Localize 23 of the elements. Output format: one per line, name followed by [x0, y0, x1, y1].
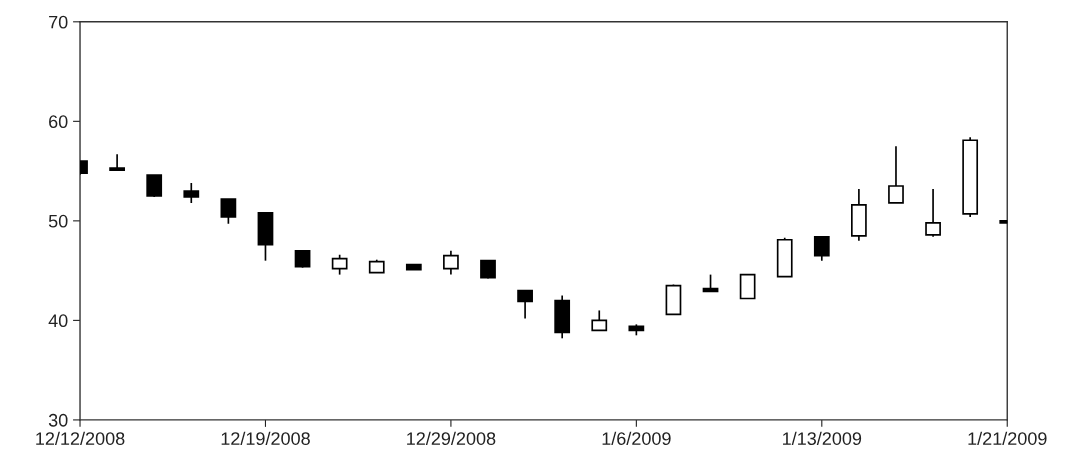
x-tick-label: 12/12/2008 [36, 431, 125, 445]
candlestick [146, 174, 163, 198]
x-tick-label: 1/21/2009 [968, 431, 1047, 445]
y-tick-label: 50 [48, 214, 68, 228]
x-tick-label: 12/29/2008 [407, 431, 496, 445]
candlestick [331, 253, 348, 276]
x-tick-label: 12/19/2008 [221, 431, 310, 445]
candlestick [517, 289, 533, 320]
y-tick-label: 70 [49, 15, 68, 29]
y-tick-label: 60 [49, 115, 68, 129]
x-tick-label: 1/6/2009 [602, 431, 671, 445]
y-tick-label: 30 [48, 413, 68, 427]
candlestick [109, 153, 125, 171]
candlestick [220, 198, 237, 225]
candlestick [925, 188, 941, 238]
candlestick [443, 249, 459, 276]
candlestick [739, 273, 756, 300]
y-tick-label: 40 [48, 314, 68, 328]
candlestick [813, 235, 830, 262]
candlestick [183, 182, 200, 204]
x-tick-label: 1/13/2009 [783, 431, 862, 445]
candlestick [888, 145, 904, 204]
candlestick [591, 309, 608, 332]
